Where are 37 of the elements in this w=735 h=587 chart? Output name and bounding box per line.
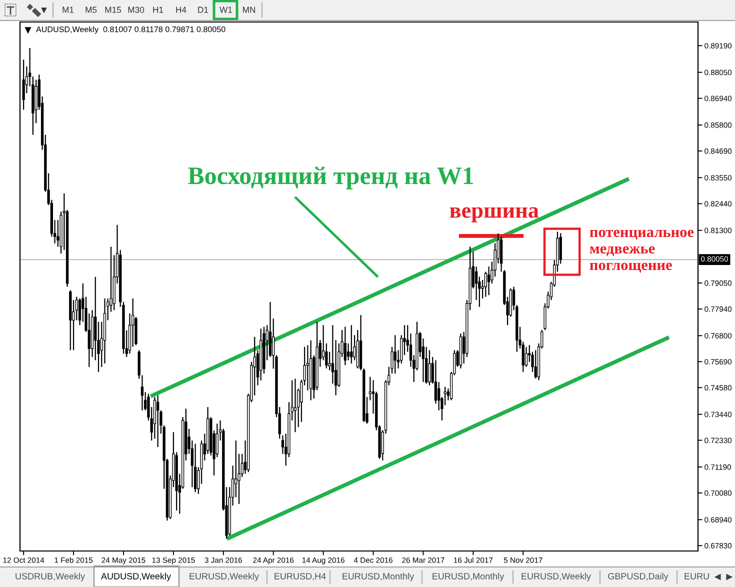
text: M30: [128, 6, 144, 13]
candlestick: [216, 423, 218, 458]
candlestick: [306, 344, 310, 391]
candlestick: [444, 386, 446, 406]
text: EURUSD,H4: [274, 573, 326, 580]
chart-title: AUDUSD,Weekly 0.81007 0.81178 0.79871 0.80050: [36, 26, 226, 34]
annotation: потенциальное медвежье поглощение: [590, 230, 694, 273]
candlestick: [346, 342, 350, 361]
text: USDRUB,Weekly: [16, 572, 86, 582]
annotation: Восходящий тренд на W1: [188, 166, 474, 190]
text: EURUSD,Weekly: [190, 572, 260, 582]
text: EURU: [684, 573, 709, 580]
candlestick: [534, 350, 537, 380]
candlestick: [368, 376, 372, 401]
text: M15: [105, 6, 122, 13]
candlestick: [394, 334, 396, 374]
text: H1: [153, 6, 164, 13]
text: MN: [243, 6, 255, 13]
candlestick: [344, 326, 347, 366]
candlestick: [350, 324, 353, 364]
candlestick: [524, 346, 528, 368]
text: EURUSD,Weekly: [522, 572, 592, 582]
text: EURUSD,Monthly: [432, 572, 504, 582]
text: M5: [86, 6, 97, 13]
text: W1: [220, 6, 232, 13]
candlestick: [56, 219, 60, 248]
candlestick: [156, 394, 160, 448]
text: D1: [198, 6, 208, 13]
candlestick: [194, 443, 197, 493]
candlestick: [428, 350, 431, 386]
text: AUDUSD,Weekly: [100, 572, 172, 582]
candlestick: [294, 378, 297, 433]
text: EURUSD,Monthly: [342, 572, 414, 582]
text: H4: [176, 6, 186, 13]
text: M1: [62, 6, 74, 13]
annotation: вершина: [450, 207, 539, 222]
text: GBPUSD,Daily: [608, 572, 668, 582]
